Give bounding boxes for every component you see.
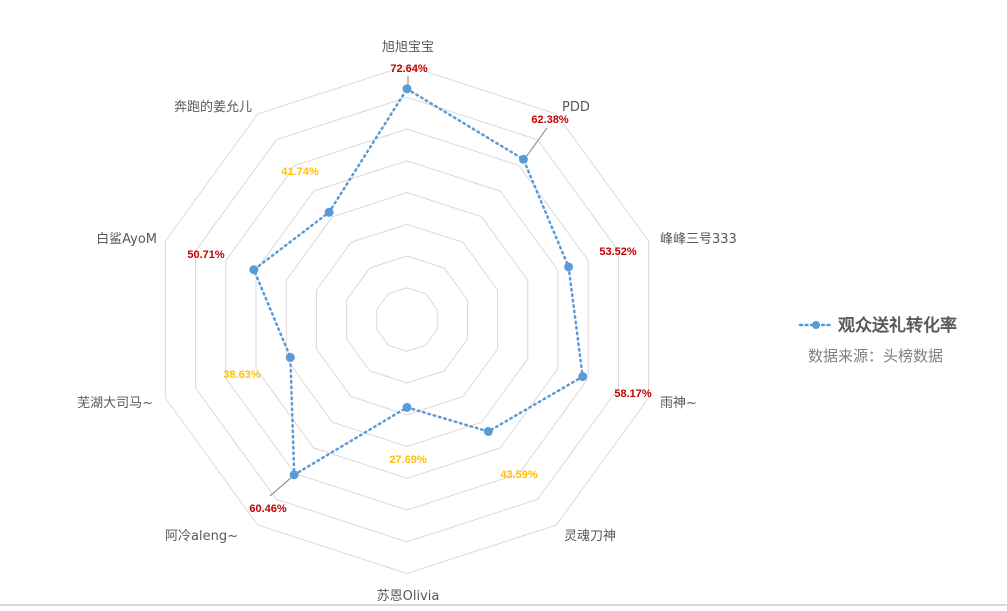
value-label: 72.64% — [390, 63, 428, 75]
grid-ring — [346, 255, 468, 384]
value-label: 43.59% — [500, 469, 538, 481]
axis-category-label: 芜湖大司马~ — [77, 396, 153, 411]
grid-rings — [164, 64, 650, 575]
grid-ring — [285, 191, 529, 448]
value-label: 53.52% — [599, 246, 637, 258]
value-label: 27.69% — [389, 454, 427, 466]
data-point[interactable] — [402, 84, 412, 94]
data-point[interactable] — [249, 265, 259, 275]
data-point[interactable] — [289, 470, 299, 480]
data-points — [249, 84, 588, 480]
data-point[interactable] — [483, 426, 493, 436]
value-label: 62.38% — [531, 114, 569, 126]
data-source-note: 数据来源：头榜数据 — [808, 347, 943, 365]
value-label: 50.71% — [187, 249, 225, 261]
grid-ring — [164, 64, 650, 575]
bottom-divider — [0, 604, 1007, 606]
value-labels: 72.64% 62.38% 53.52% 58.17% 43.59% 27.69% 60.4… — [187, 63, 652, 515]
axis-category-label: 白鲨AyoM — [96, 231, 157, 247]
value-label: 58.17% — [614, 388, 652, 400]
value-label: 38.63% — [223, 369, 261, 381]
value-label: 41.74% — [281, 166, 319, 178]
axis-category-label: PDD — [562, 100, 590, 115]
leader-line — [525, 127, 548, 158]
data-point[interactable] — [402, 402, 412, 412]
grid-ring — [195, 96, 619, 543]
axis-category-label: 阿冷aleng~ — [165, 529, 238, 544]
grid-ring — [255, 160, 559, 479]
data-point[interactable] — [285, 352, 295, 362]
grid-ring — [225, 128, 589, 511]
axis-category-label: 苏恩Olivia — [377, 588, 440, 604]
leader-line — [269, 475, 294, 497]
axis-category-label: 奔跑的姜允儿 — [174, 99, 252, 115]
data-point[interactable] — [324, 207, 334, 217]
legend-series-label: 观众送礼转化率 — [837, 315, 957, 336]
value-label: 60.46% — [249, 503, 287, 515]
data-point[interactable] — [564, 262, 574, 272]
axis-category-label: 雨神~ — [660, 396, 697, 411]
legend-marker-icon — [812, 321, 820, 329]
leader-lines — [269, 76, 548, 497]
legend[interactable]: 观众送礼转化率 — [798, 315, 957, 336]
grid-ring — [315, 223, 499, 416]
axis-category-label: 峰峰三号333 — [660, 232, 737, 247]
axis-category-label: 灵魂刀神 — [564, 528, 616, 544]
data-point[interactable] — [518, 154, 528, 164]
axis-category-label: 旭旭宝宝 — [382, 40, 434, 55]
grid-ring — [376, 287, 438, 352]
data-point[interactable] — [578, 372, 588, 382]
